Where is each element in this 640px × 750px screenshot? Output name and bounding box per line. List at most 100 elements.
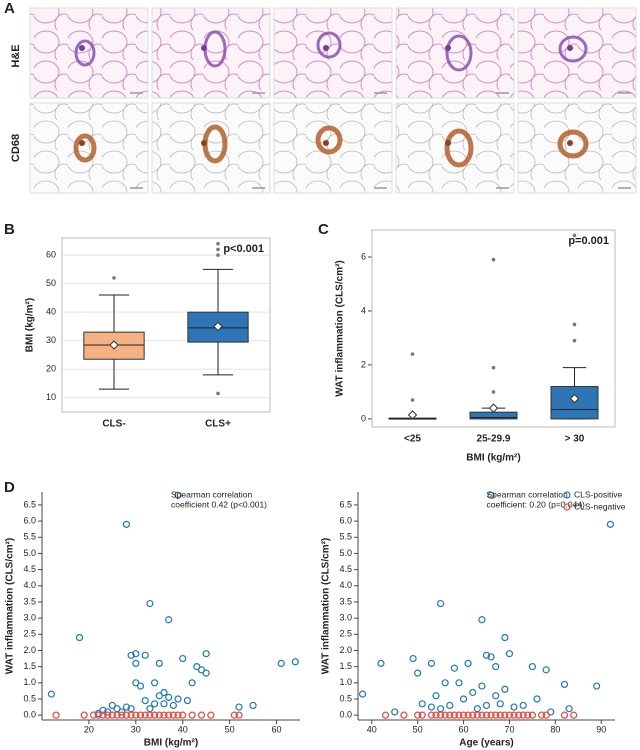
nucleus [323,140,329,146]
point [459,695,468,703]
plot-frame [61,237,271,413]
point [377,659,385,668]
point [122,703,131,711]
point [235,711,243,719]
point [122,520,131,528]
point [291,658,299,666]
y-tick-label: 2.5 [23,629,36,639]
y-tick-label: 5.0 [23,548,36,558]
y-tick-label: 3.5 [23,596,36,606]
point [524,711,532,719]
x-axis-label: BMI (kg/m²) [144,738,198,749]
point [52,711,60,719]
point [75,633,84,642]
point [132,659,140,668]
histology-image [395,102,515,194]
point [565,705,573,713]
point [99,711,107,719]
point [113,711,121,719]
x-tick-label: 60 [272,724,282,734]
point [487,653,495,661]
y-tick-label: 5.5 [339,532,352,542]
point [446,701,454,710]
x-tick-label: 50 [225,724,235,734]
point [496,711,504,719]
point [501,633,509,642]
point [132,679,140,687]
point [409,654,417,663]
y-tick-label: 6.5 [23,499,36,509]
point [464,659,472,668]
point [174,711,182,719]
y-tick-label: 2.5 [339,629,352,639]
point [542,711,550,719]
y-tick-label: 4.5 [339,564,352,574]
point [169,711,177,719]
y-tick-label: 4.0 [23,580,36,590]
point [528,663,536,671]
point [127,711,135,719]
legend-marker [563,491,571,499]
point [496,700,504,708]
point [169,701,177,710]
point [150,700,159,708]
point [230,711,238,719]
point [141,651,149,659]
outlier [216,247,220,252]
point [427,711,436,719]
point [155,692,163,700]
point [492,692,500,700]
point [418,700,426,708]
point [487,491,495,499]
point [478,711,486,719]
point [165,616,173,624]
annotation: p<0.001 [223,243,264,255]
point [249,701,257,710]
y-tick-label: 6.0 [23,515,36,525]
point [432,711,440,719]
point [146,711,154,719]
point [437,711,445,719]
outlier [410,352,415,356]
x-tick-label: CLS- [102,419,125,430]
y-tick-label: 1.0 [23,677,36,687]
cell-cluster [444,128,474,168]
point [459,711,468,719]
histology-image [29,7,149,99]
point [47,690,55,698]
nucleus [201,140,207,146]
point [202,650,210,658]
y-tick-label: 0.0 [23,710,36,720]
point [146,705,154,713]
point [99,706,107,714]
y-tick-label: 2 [361,359,366,369]
point [441,679,449,687]
point [427,703,436,711]
point [492,711,500,719]
outlier [410,398,415,402]
cell-cluster [316,31,342,59]
cell-cluster [558,35,588,63]
point [482,711,491,719]
x-tick-label: 30 [131,724,141,734]
point [104,708,112,716]
nucleus [567,140,573,146]
cell-cluster [557,129,589,159]
nucleus [79,45,85,51]
point [547,708,555,716]
y-axis-label: WAT inflammation (CLS/cm²) [5,538,16,674]
panel-label: B [4,221,15,238]
mean-marker [569,393,580,404]
panel-label: C [318,221,329,238]
y-tick-label: 3.5 [339,596,352,606]
point [136,711,145,719]
nucleus [567,45,573,51]
point [473,705,481,713]
point [510,711,518,719]
point [174,491,182,499]
point [183,696,192,705]
point [510,703,518,711]
histology-image [517,7,637,99]
y-tick-label: 6 [361,251,366,261]
point [160,711,168,719]
